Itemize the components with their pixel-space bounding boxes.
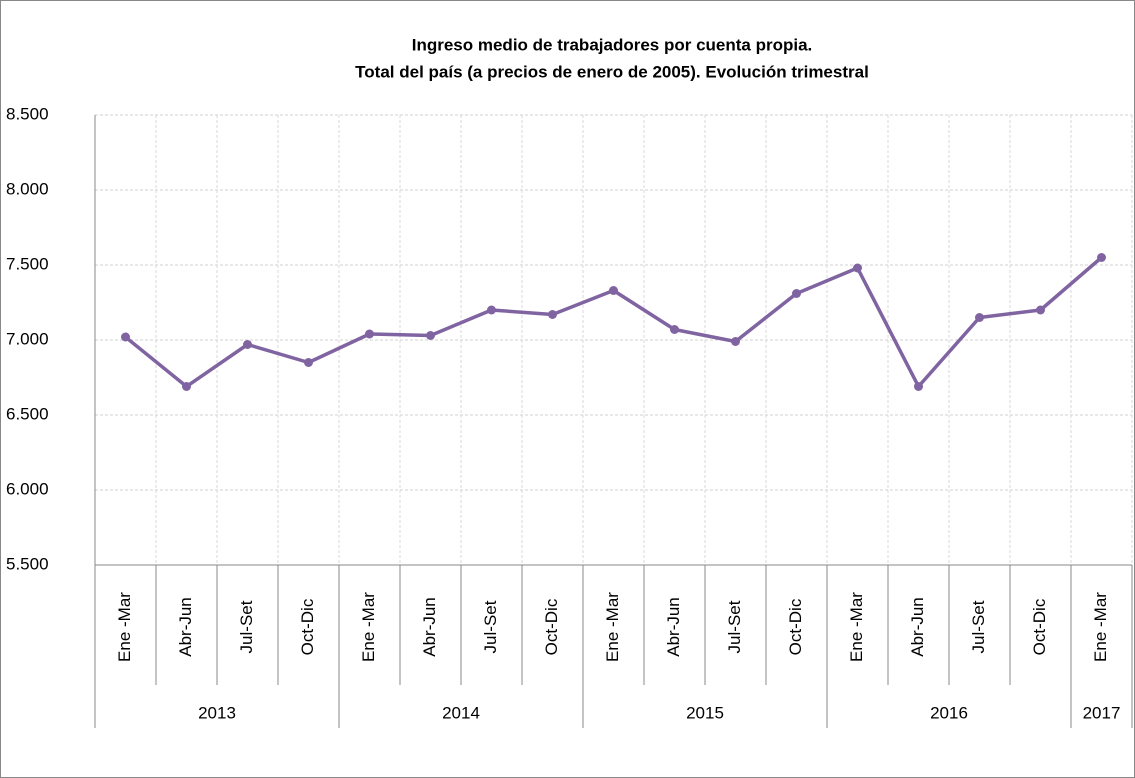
x-tick-label: Abr-Jun	[420, 597, 439, 657]
point	[182, 382, 191, 391]
y-tick-label: 6.000	[6, 479, 49, 498]
x-tick-label: Ene -Mar	[115, 592, 134, 662]
point	[609, 286, 618, 295]
x-tick-label: Ene -Mar	[1091, 592, 1110, 662]
point	[975, 313, 984, 322]
point	[792, 289, 801, 298]
chart-title: Ingreso medio de trabajadores por cuenta…	[412, 35, 813, 54]
point	[1036, 305, 1045, 315]
y-tick-label: 8.000	[6, 179, 49, 198]
x-tick-label: Ene -Mar	[603, 592, 622, 662]
x-group-label: 2013	[198, 703, 236, 722]
x-tick-label: Abr-Jun	[908, 597, 927, 657]
x-tick-label: Jul-Set	[725, 600, 744, 653]
x-tick-label: Jul-Set	[237, 600, 256, 653]
x-group-label: 2017	[1083, 703, 1121, 722]
point	[731, 337, 740, 346]
point	[670, 325, 679, 334]
point	[121, 332, 130, 342]
point	[487, 305, 496, 315]
point	[1097, 253, 1106, 262]
x-tick-label: Oct-Dic	[786, 598, 805, 655]
x-tick-label: Oct-Dic	[298, 598, 317, 655]
point	[548, 310, 557, 319]
y-tick-label: 7.000	[6, 329, 49, 348]
point	[304, 358, 313, 367]
x-tick-label: Jul-Set	[481, 600, 500, 653]
point	[426, 331, 435, 340]
point	[853, 263, 862, 273]
x-tick-label: Abr-Jun	[176, 597, 195, 657]
x-tick-label: Ene -Mar	[847, 592, 866, 662]
x-tick-label: Ene -Mar	[359, 592, 378, 662]
x-group-label: 2016	[930, 703, 968, 722]
x-tick-label: Abr-Jun	[664, 597, 683, 657]
y-tick-label: 8.500	[6, 104, 49, 123]
x-tick-label: Oct-Dic	[542, 598, 561, 655]
y-tick-label: 6.500	[6, 404, 49, 423]
chart-title: Total del país (a precios de enero de 20…	[355, 62, 869, 81]
x-tick-label: Jul-Set	[969, 600, 988, 653]
y-tick-label: 5.500	[6, 554, 49, 573]
x-group-label: 2014	[442, 703, 480, 722]
point	[914, 382, 923, 391]
x-tick-label: Oct-Dic	[1030, 598, 1049, 655]
y-tick-label: 7.500	[6, 254, 49, 273]
point	[365, 329, 374, 339]
x-group-label: 2015	[686, 703, 724, 722]
point	[243, 340, 252, 349]
